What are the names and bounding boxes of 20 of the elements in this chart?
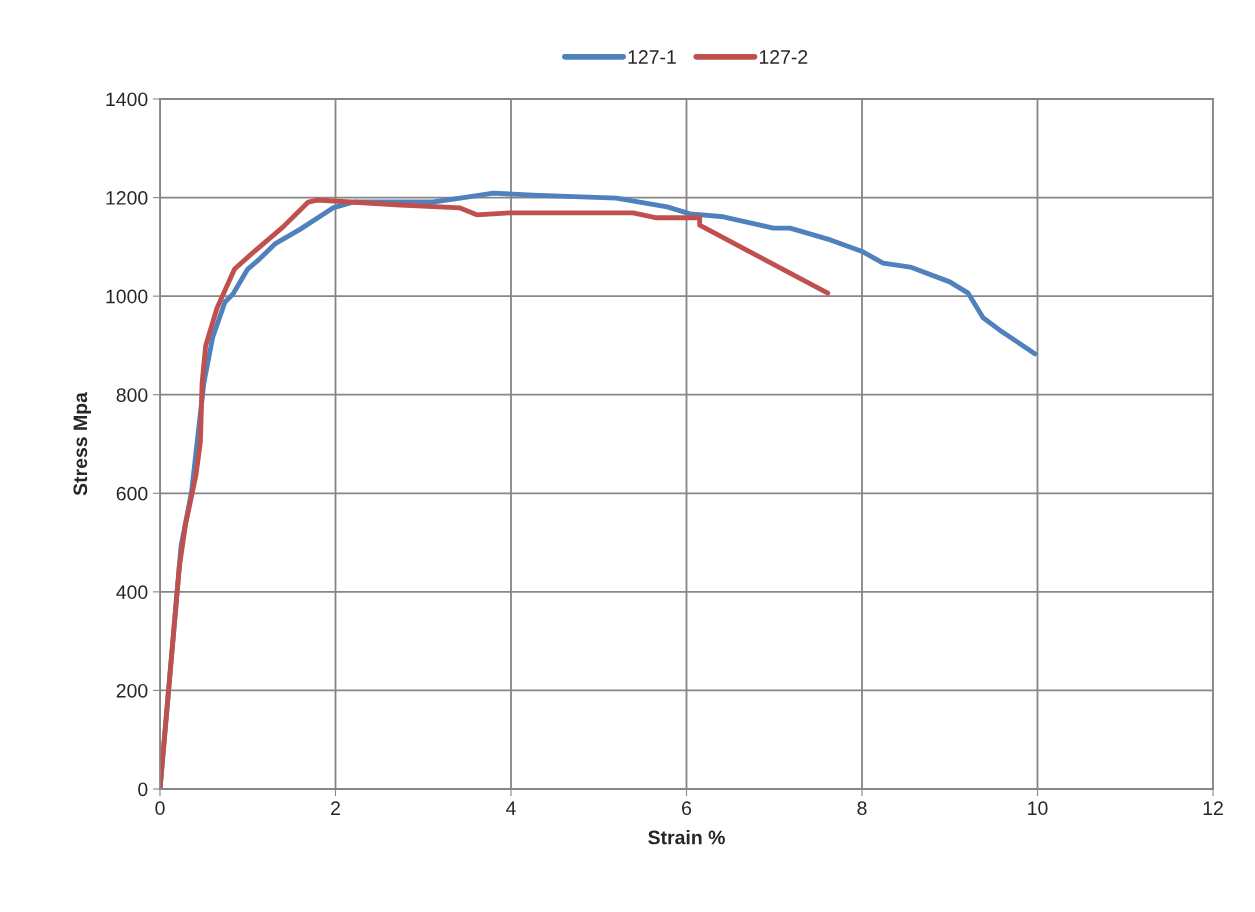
y-tick-label: 800 xyxy=(116,388,148,402)
y-tick-label: 1000 xyxy=(106,289,148,304)
y-tick-label: 0 xyxy=(138,782,148,797)
y-tick-label: 600 xyxy=(116,486,148,501)
x-tick-label: 4 xyxy=(506,801,516,815)
line-series xyxy=(160,197,831,789)
y-tick-label: 1400 xyxy=(106,92,148,107)
x-axis-title: Strain % xyxy=(648,830,725,845)
y-tick-label: 1200 xyxy=(106,191,148,205)
legend-label: 127-2 xyxy=(759,50,808,64)
x-tick-label: 10 xyxy=(1028,801,1048,816)
x-tick-label: 8 xyxy=(857,801,867,816)
x-tick-label: 12 xyxy=(1203,801,1223,815)
y-tick-label: 400 xyxy=(116,585,148,600)
x-tick-label: 2 xyxy=(331,801,340,815)
x-tick-label: 0 xyxy=(155,801,165,816)
y-tick-label: 200 xyxy=(116,683,148,698)
y-axis-title: Stress Mpa xyxy=(73,392,92,496)
x-tick-label: 6 xyxy=(682,801,692,816)
legend-label: 127-1 xyxy=(628,50,676,64)
